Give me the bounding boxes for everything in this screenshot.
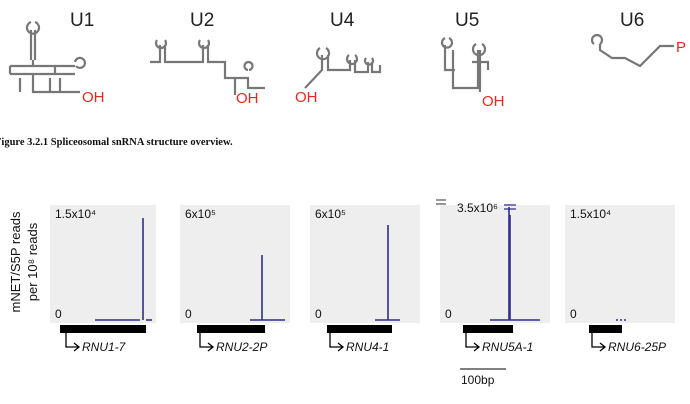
peak-break [504, 204, 516, 210]
panel-bg [310, 205, 420, 323]
structure-label: U2 [190, 10, 214, 31]
tss-arrow [199, 333, 215, 352]
signal [95, 218, 144, 321]
structure-end: OH [295, 89, 318, 106]
structure-label: U1 [70, 10, 94, 31]
signal [375, 225, 400, 321]
caption: Figure 3.2.1 Spliceosomal snRNA structur… [0, 137, 233, 148]
gene-bar [60, 325, 146, 333]
tss-arrow [465, 333, 481, 352]
gene-bar [327, 325, 392, 333]
y-label: mNET/S5P reads [8, 211, 23, 312]
structure-label: U5 [455, 10, 479, 31]
scale-bar-label: 100bp [461, 373, 495, 387]
u6-structure [590, 33, 674, 68]
structure-end: OH [482, 93, 505, 110]
gene-name: RNU6-25P [608, 340, 666, 354]
panel-zero: 0 [315, 307, 322, 321]
signal [250, 255, 285, 321]
structure-label: U4 [330, 10, 355, 31]
signal [490, 207, 540, 321]
panel-bg [50, 205, 156, 323]
panel-zero: 0 [570, 307, 577, 321]
panel-max: 3.5x10⁶ [457, 201, 498, 215]
u5-structure [440, 36, 490, 92]
tss-arrow [65, 333, 81, 352]
gene-name: RNU5A-1 [482, 340, 533, 354]
panel-max: 1.5x10⁴ [55, 207, 96, 221]
panel-zero: 0 [445, 307, 452, 321]
panel-max: 6x10⁵ [315, 207, 346, 221]
panel-zero: 0 [55, 307, 62, 321]
tss-arrow [329, 333, 345, 352]
panel-bg [440, 205, 550, 323]
snrna-structures: U1 OH U2 OH U4 OH U5 OH U6 P [8, 10, 686, 110]
gene-name: RNU4-1 [346, 340, 389, 354]
y-label: per 10⁸ reads [25, 222, 40, 301]
panel-zero: 0 [185, 307, 192, 321]
panel-bg [180, 205, 290, 323]
gene-bar [197, 325, 265, 333]
gene-name: RNU2-2P [216, 340, 267, 354]
gene-bar [589, 325, 622, 333]
tracks: 1.5x10⁴ 0 6x10⁵ 0 6x10⁵ 0 3.5x10⁶ 0 1.5x… [50, 199, 675, 323]
gene-name: RNU1-7 [82, 340, 127, 354]
u1-structure [8, 20, 87, 94]
structure-label: U6 [620, 10, 644, 31]
axis-break [436, 199, 446, 205]
u2-structure [150, 39, 265, 95]
structure-end: OH [236, 90, 259, 107]
panel-bg [565, 205, 675, 323]
panel-max: 6x10⁵ [185, 207, 216, 221]
gene-bar [463, 325, 513, 333]
tss-arrow [591, 333, 607, 352]
panel-max: 1.5x10⁴ [570, 207, 611, 221]
gene-models: RNU1-7 RNU2-2P RNU4-1 RNU5A-1 RNU6-25P [60, 325, 666, 354]
structure-end: OH [82, 89, 105, 106]
structure-end: P [676, 39, 686, 56]
u4-structure [304, 47, 382, 89]
